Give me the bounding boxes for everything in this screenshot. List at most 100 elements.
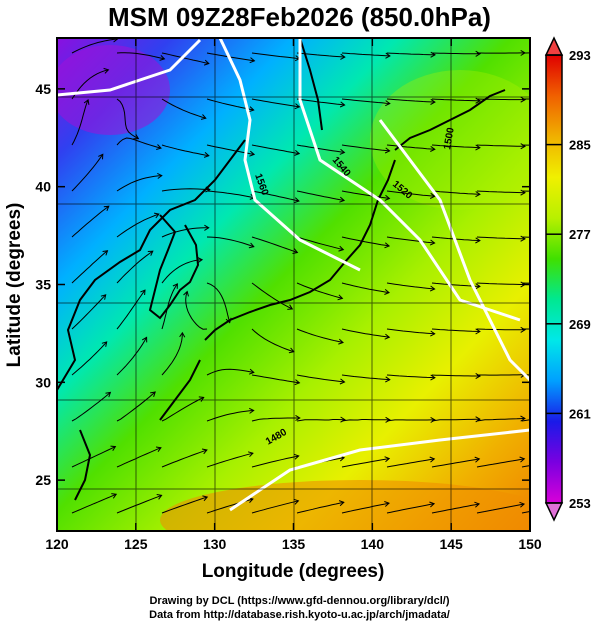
streamline-arrowhead [337,294,344,301]
colorbar-tick-label: 277 [569,227,591,242]
streamline-arrowhead [98,153,104,160]
streamline-arrowhead [338,245,345,252]
streamline-arrowhead [248,368,255,375]
streamline-arrowhead [103,67,110,74]
x-tick-label: 140 [361,536,385,552]
streamline [161,332,183,376]
footer-credit-line: Drawing by DCL (https://www.gfd-dennou.o… [149,595,450,607]
streamline-arrowhead [103,205,110,211]
streamline [296,190,345,201]
streamline [161,496,208,514]
streamline [341,328,390,338]
x-tick-label: 135 [282,536,306,552]
streamline [296,501,344,514]
coastline-korea [148,214,200,320]
streamline [116,213,160,238]
streamline-arrowhead [287,304,294,310]
streamline-arrowhead [430,98,436,105]
streamline-arrowhead [339,196,346,203]
colorbar-tick-label: 253 [569,496,591,511]
streamline [296,98,345,106]
streamline-arrowhead [183,290,189,297]
streamline [71,38,118,54]
streamline-arrowhead [248,106,255,113]
coastline-sakhalin [299,38,323,131]
streamline [386,98,435,103]
streamline-arrowhead [111,493,118,499]
streamline [71,250,108,284]
streamline-arrowhead [475,50,481,57]
streamline-arrowhead [150,391,156,397]
streamline-arrowhead [339,101,346,108]
colorbar-tick-label: 261 [569,406,591,421]
streamline-arrowhead [429,192,436,199]
streamline-arrowhead [140,289,146,296]
streamline-arrowhead [294,379,301,386]
streamline-arrowhead [338,500,345,507]
streamline [161,449,208,468]
streamline [476,190,526,194]
streamline [161,188,210,192]
streamline [116,175,162,192]
streamline-arrowhead [201,448,208,455]
streamline [476,236,526,240]
streamline-arrowhead [202,495,209,502]
streamline [341,458,390,468]
streamline-arrowhead [147,250,154,256]
streamline [476,458,525,468]
streamline [71,446,116,468]
streamline-arrowhead [248,407,255,414]
streamline [251,236,298,253]
streamline-arrowhead [430,416,436,423]
streamline-arrowhead [141,336,148,343]
streamline-arrowhead [519,501,526,508]
streamline-arrowhead [385,416,391,423]
streamline-arrowhead [179,331,186,338]
streamline [386,144,435,150]
streamline-arrowhead [475,283,481,290]
coastline-taiwan [74,429,92,501]
colorbar: 293 285 277 269 261 253 [544,36,591,522]
streamline [386,503,435,514]
streamline [251,417,300,422]
streamline [341,374,390,381]
streamline [251,500,299,514]
streamline [431,52,480,55]
streamline [116,494,162,514]
streamline-arrowhead [248,242,255,249]
streamline-arrowhead [133,134,140,140]
streamline-arrowhead [102,250,109,256]
colorbar-ticks: 293 285 277 269 261 253 [546,48,591,511]
streamline [206,282,231,323]
streamline [296,328,344,343]
x-tick-label: 125 [124,536,148,552]
streamline-arrowhead [294,197,300,204]
streamline [296,282,343,299]
height-contours [57,38,530,512]
grid-lines [57,38,530,531]
map-plot-area: 1560 1540 1520 1500 1480 [56,37,570,532]
streamline [431,328,480,332]
streamline-arrowhead [566,281,570,286]
streamline-arrowhead [155,446,162,452]
streamline-arrowhead [475,372,481,380]
streamline [431,98,481,102]
streamline-arrowhead [385,52,391,59]
map-title: MSM 09Z28Feb2026 (850.0hPa) [108,2,491,32]
colorbar-tick-label: 269 [569,317,591,332]
streamline [386,236,435,244]
streamline [71,99,89,146]
streamline [251,144,300,155]
coastline-hokkaido [394,89,506,151]
streamline-arrowhead [384,147,391,154]
warm-south-shading [160,480,530,531]
streamline [431,144,480,149]
streamline [296,374,345,383]
streamline-arrowhead [156,144,162,150]
x-tick-label: 145 [439,536,463,552]
streamline-arrowhead [153,212,160,219]
streamline [341,502,390,514]
streamline-arrowhead [565,457,570,462]
streamline [341,282,390,294]
contour-1500 [378,119,530,382]
